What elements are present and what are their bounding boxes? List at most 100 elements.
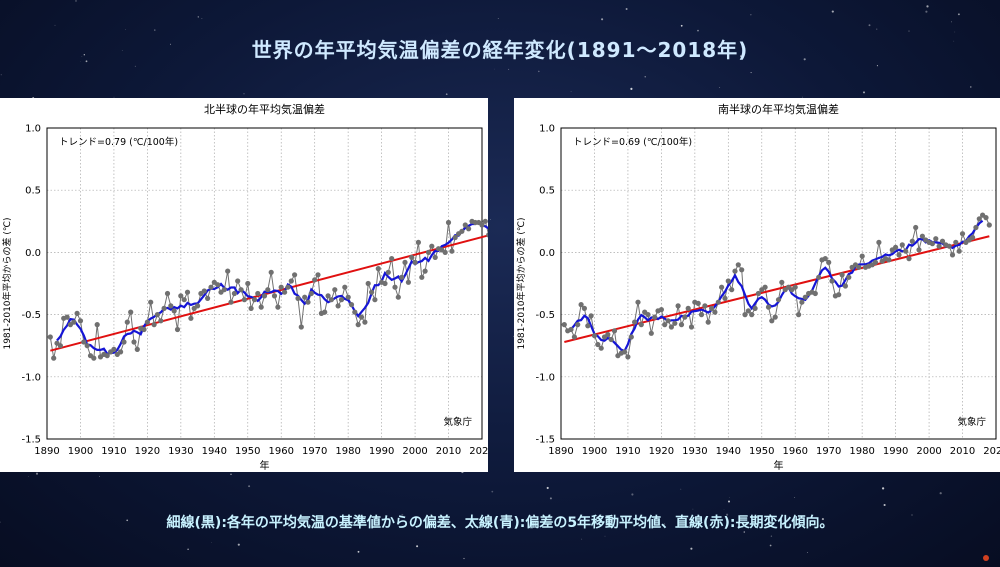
y-tick-label: -1.0 bbox=[535, 372, 555, 383]
star bbox=[546, 486, 549, 490]
star bbox=[644, 76, 646, 78]
annual-data-point bbox=[345, 294, 351, 300]
annual-data-point bbox=[665, 318, 671, 324]
annual-data-point bbox=[688, 324, 695, 330]
star bbox=[497, 18, 499, 19]
annual-data-point bbox=[856, 264, 862, 270]
chart-title: 南半球の年平均気温偏差 bbox=[718, 102, 839, 116]
annual-data-point bbox=[893, 244, 899, 250]
star bbox=[85, 60, 88, 63]
x-tick-label: 1910 bbox=[615, 446, 640, 457]
star bbox=[868, 24, 871, 27]
trend-line bbox=[50, 234, 488, 352]
annual-data-point bbox=[111, 346, 117, 352]
annual-data-point bbox=[956, 248, 962, 254]
x-tick-label: 1970 bbox=[816, 446, 841, 457]
annual-data-point bbox=[445, 219, 452, 226]
annual-data-point bbox=[826, 259, 832, 265]
annual-data-point bbox=[976, 216, 982, 222]
y-tick-label: 0.0 bbox=[539, 248, 555, 259]
star bbox=[121, 50, 123, 51]
annual-data-point bbox=[342, 284, 348, 290]
annual-data-point bbox=[598, 345, 604, 351]
annual-data-point bbox=[184, 289, 191, 295]
annual-data-point bbox=[151, 322, 157, 328]
annual-data-point bbox=[308, 290, 314, 297]
annual-data-point bbox=[238, 287, 244, 293]
annual-data-point bbox=[278, 284, 284, 290]
star bbox=[881, 487, 885, 490]
star bbox=[939, 492, 942, 495]
annual-data-point bbox=[799, 299, 805, 305]
star bbox=[953, 40, 955, 42]
star bbox=[0, 74, 2, 76]
annual-data-point bbox=[195, 303, 201, 309]
star bbox=[926, 5, 929, 8]
annual-data-point bbox=[71, 319, 77, 325]
annual-data-point bbox=[261, 293, 268, 299]
annual-data-point bbox=[369, 289, 375, 295]
x-tick-label: 1920 bbox=[649, 446, 674, 457]
x-tick-label: 1890 bbox=[34, 446, 59, 457]
trend-label: トレンド=0.79 (℃/100年) bbox=[59, 136, 178, 148]
annual-data-point bbox=[632, 319, 638, 325]
annual-data-point bbox=[118, 349, 124, 355]
star bbox=[636, 522, 638, 524]
y-tick-label: -0.5 bbox=[21, 310, 41, 321]
annual-data-point bbox=[973, 224, 979, 231]
star bbox=[248, 485, 251, 488]
annual-data-point bbox=[338, 297, 345, 303]
annual-data-point bbox=[622, 349, 628, 355]
annual-data-point bbox=[839, 272, 845, 278]
x-tick-label: 2020 bbox=[983, 446, 1000, 457]
star bbox=[494, 68, 495, 70]
star bbox=[750, 72, 752, 74]
annual-data-point bbox=[712, 309, 718, 315]
annual-data-point bbox=[722, 295, 728, 301]
annual-data-point bbox=[208, 284, 214, 290]
x-tick-label: 2000 bbox=[916, 446, 941, 457]
annual-data-point bbox=[903, 248, 909, 254]
annual-data-point bbox=[419, 274, 425, 280]
x-tick-label: 1950 bbox=[749, 446, 774, 457]
annual-data-point bbox=[442, 249, 448, 255]
annual-data-point bbox=[705, 319, 711, 325]
y-tick-label: 0.0 bbox=[25, 248, 41, 259]
x-tick-label: 2020 bbox=[469, 446, 488, 457]
annual-data-point bbox=[74, 310, 80, 316]
x-axis-label: 年 bbox=[774, 459, 784, 472]
annual-data-point bbox=[678, 322, 685, 328]
star bbox=[954, 31, 956, 33]
star bbox=[726, 513, 729, 516]
annual-data-point bbox=[486, 232, 488, 238]
annual-data-point bbox=[134, 346, 140, 352]
annual-data-point bbox=[812, 290, 818, 297]
x-tick-label: 1930 bbox=[168, 446, 193, 457]
legend-caption: 細線(黒):各年の平均気温の基準値からの偏差、太線(青):偏差の5年移動平均値、… bbox=[166, 515, 834, 531]
star bbox=[75, 0, 77, 2]
star bbox=[570, 91, 572, 93]
annual-data-point bbox=[648, 330, 654, 336]
x-tick-label: 1930 bbox=[682, 446, 707, 457]
annual-data-point bbox=[288, 278, 294, 284]
annual-data-point bbox=[715, 299, 721, 305]
annual-data-point bbox=[970, 234, 976, 241]
logo-mark bbox=[983, 555, 989, 561]
x-tick-label: 1980 bbox=[849, 446, 874, 457]
star bbox=[197, 16, 199, 18]
x-tick-label: 1900 bbox=[582, 446, 607, 457]
x-tick-label: 2000 bbox=[402, 446, 427, 457]
annual-data-point bbox=[215, 282, 221, 288]
annual-data-point bbox=[946, 243, 952, 249]
annual-data-point bbox=[482, 218, 488, 224]
annual-data-point bbox=[739, 267, 745, 273]
annual-data-point bbox=[395, 294, 401, 300]
annual-data-point bbox=[84, 343, 90, 349]
source-label: 気象庁 bbox=[957, 416, 986, 428]
star bbox=[740, 55, 742, 57]
annual-data-point bbox=[709, 305, 715, 311]
y-axis-label: 1981-2010年平均からの差 (℃) bbox=[515, 217, 527, 349]
annual-data-point bbox=[91, 355, 97, 361]
annual-data-point bbox=[322, 309, 328, 315]
y-tick-label: -1.0 bbox=[21, 372, 41, 383]
